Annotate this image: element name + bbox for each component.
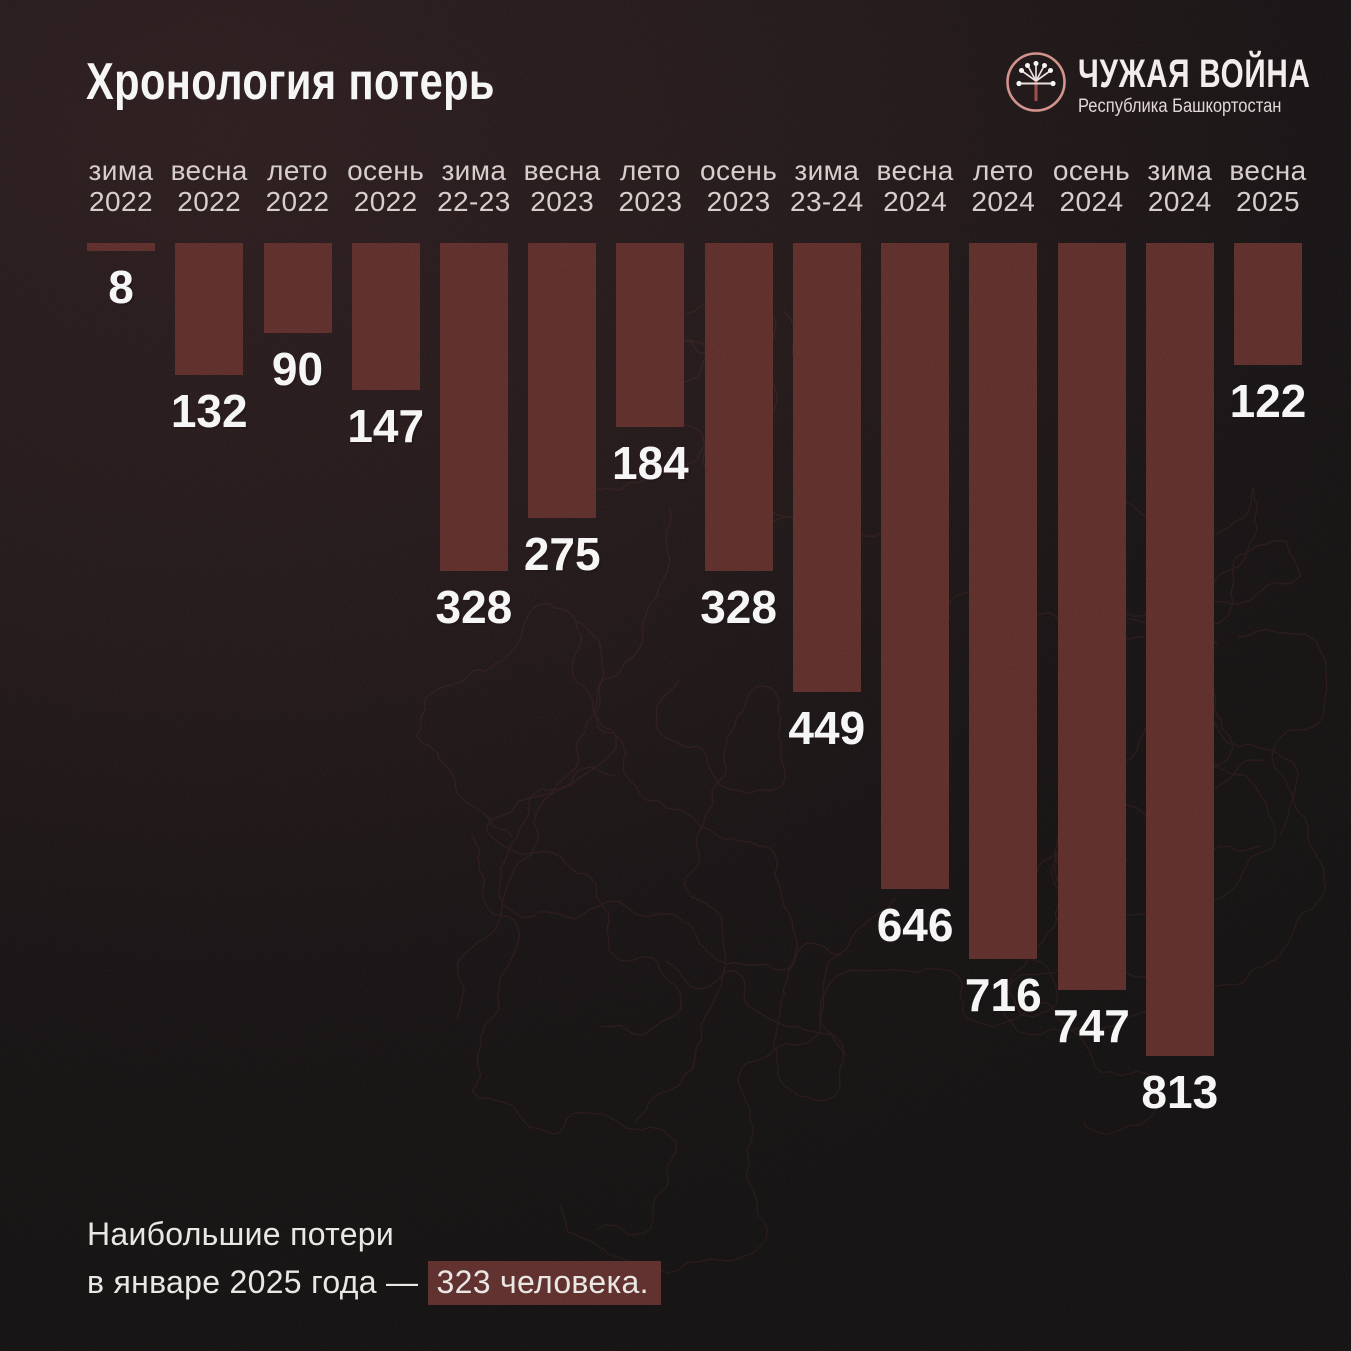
bar (1145, 243, 1214, 1056)
bar-value-label: 132 (170, 385, 248, 437)
category-label: лето 2022 (266, 155, 330, 217)
chart-column: зима 2024 813 (1141, 0, 1218, 1351)
bar (263, 243, 332, 333)
bar (1234, 243, 1302, 365)
category-year: 2023 (706, 186, 771, 217)
category-label: осень 2024 (1053, 155, 1130, 217)
logo-name: ЧУЖАЯ ВОЙНА (1078, 51, 1311, 96)
category-season: осень (699, 155, 778, 186)
category-label: зима 23-24 (790, 155, 864, 217)
category-label: весна 2024 (877, 155, 954, 217)
bar (704, 243, 773, 571)
chart-column: осень 2024 747 (1053, 0, 1130, 1351)
bar-value-label: 716 (964, 969, 1042, 1021)
bar (616, 243, 685, 427)
category-season: лето (972, 155, 1034, 186)
page-title: Хронология потерь (86, 53, 495, 111)
category-season: зима (794, 155, 860, 186)
category-label: зима 2024 (1147, 155, 1212, 217)
category-season: лето (267, 155, 328, 186)
bar (1057, 243, 1126, 990)
category-label: лето 2023 (618, 155, 682, 217)
bar (969, 243, 1038, 959)
category-year: 2023 (530, 186, 595, 217)
bar (87, 243, 155, 251)
category-year: 2022 (89, 186, 153, 217)
category-season: осень (347, 155, 425, 186)
footer-line2-prefix: в январе 2025 года — (87, 1264, 428, 1300)
publisher-logo: ЧУЖАЯ ВОЙНА Республика Башкортостан (1004, 50, 1351, 119)
chart-column: весна 2025 122 (1229, 0, 1306, 1351)
bar (528, 243, 597, 518)
chart-column: весна 2024 646 (877, 0, 954, 1351)
category-season: зима (441, 155, 507, 186)
category-season: зима (88, 155, 154, 186)
chart-column: лето 2022 90 (263, 0, 332, 1351)
bar-value-label: 147 (347, 400, 425, 452)
category-label: весна 2023 (524, 155, 601, 217)
bar-value-label: 328 (700, 581, 777, 633)
category-season: весна (1229, 155, 1307, 186)
chart-column: зима 2022 8 (87, 0, 155, 1351)
bar (351, 243, 420, 390)
footer-note: Наибольшие потери в январе 2025 года — 3… (87, 1210, 661, 1306)
bar-value-label: 184 (612, 437, 689, 489)
bar-value-label: 275 (523, 528, 601, 580)
category-label: весна 2025 (1229, 155, 1306, 217)
bar (881, 243, 950, 889)
bar-value-label: 449 (788, 702, 866, 754)
category-year: 2024 (883, 186, 948, 217)
bar-value-label: 646 (876, 899, 954, 951)
chart-column: зима 22-23 328 (436, 0, 513, 1351)
chart-column: лето 2023 184 (612, 0, 689, 1351)
bar-value-label: 8 (108, 261, 134, 313)
chart-column: весна 2022 132 (171, 0, 248, 1351)
category-season: весна (170, 155, 248, 186)
category-label: весна 2022 (171, 155, 248, 217)
bar-value-label: 90 (271, 343, 324, 395)
category-label: осень 2023 (700, 155, 777, 217)
bar (175, 243, 244, 375)
category-label: зима 22-23 (437, 155, 511, 217)
category-label: зима 2022 (89, 155, 154, 217)
category-year: 2024 (1059, 186, 1124, 217)
chart-column: зима 23-24 449 (788, 0, 865, 1351)
category-season: весна (876, 155, 954, 186)
category-season: лето (620, 155, 681, 186)
bar (439, 243, 508, 571)
category-season: весна (523, 155, 601, 186)
category-season: зима (1147, 155, 1213, 186)
chart-column: осень 2023 328 (700, 0, 777, 1351)
category-year: 2022 (353, 186, 418, 217)
bar-value-label: 122 (1229, 375, 1307, 427)
logo-subtitle: Республика Башкортостан (1078, 95, 1282, 117)
category-year: 2022 (177, 186, 242, 217)
category-year: 22-23 (437, 186, 511, 217)
category-year: 2024 (971, 186, 1036, 217)
category-year: 2023 (618, 186, 683, 217)
bar (792, 243, 861, 692)
category-season: осень (1052, 155, 1131, 186)
category-year: 2022 (265, 186, 330, 217)
chart-column: лето 2024 716 (965, 0, 1042, 1351)
kurai-flower-icon (1004, 50, 1068, 119)
chart-column: осень 2022 147 (347, 0, 424, 1351)
bar-value-label: 328 (435, 581, 513, 633)
bar-value-label: 747 (1053, 1000, 1130, 1052)
bar-value-label: 813 (1141, 1066, 1219, 1118)
category-year: 2025 (1236, 186, 1300, 217)
footer-highlight: 323 человека. (427, 1261, 661, 1305)
category-label: лето 2024 (971, 155, 1035, 217)
category-year: 23-24 (789, 186, 864, 217)
category-label: осень 2022 (347, 155, 424, 217)
footer-line1: Наибольшие потери (87, 1216, 395, 1252)
category-year: 2024 (1147, 186, 1212, 217)
chart-column: весна 2023 275 (524, 0, 601, 1351)
footer-line2: в январе 2025 года — 323 человека. (87, 1258, 661, 1306)
